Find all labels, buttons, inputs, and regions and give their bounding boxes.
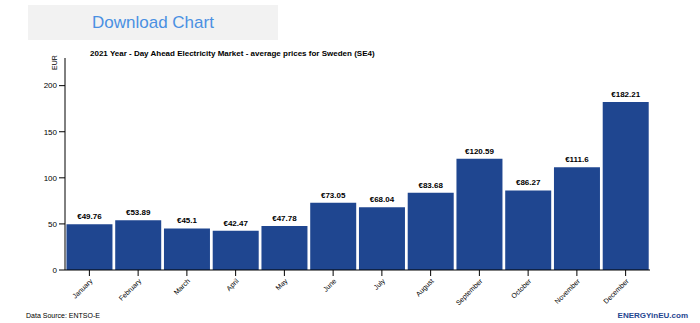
svg-text:€73.05: €73.05	[321, 191, 346, 200]
html-text:Download Chart: Download Chart	[92, 13, 214, 32]
svg-text:50: 50	[48, 220, 57, 229]
svg-text:September: September	[454, 277, 484, 307]
svg-text:October: October	[510, 277, 533, 300]
svg-text:€49.76: €49.76	[77, 212, 102, 221]
svg-text:July: July	[372, 277, 387, 292]
html-text:ENERGYinEU.com: ENERGYinEU.com	[617, 311, 688, 320]
svg-text:February: February	[118, 277, 144, 303]
html-text:2021 Year - Day Ahead Electric: 2021 Year - Day Ahead Electricity Market…	[90, 49, 375, 58]
svg-text:January: January	[71, 277, 95, 301]
svg-text:August: August	[414, 277, 435, 298]
svg-text:March: March	[172, 277, 191, 296]
svg-text:May: May	[274, 277, 289, 292]
svg-text:€86.27: €86.27	[516, 178, 541, 187]
svg-text:€83.68: €83.68	[418, 181, 443, 190]
svg-text:April: April	[225, 277, 241, 293]
svg-text:€68.04: €68.04	[370, 195, 395, 204]
svg-text:200: 200	[44, 81, 58, 90]
svg-text:€120.59: €120.59	[465, 147, 494, 156]
svg-text:0: 0	[53, 266, 58, 275]
svg-text:€42.47: €42.47	[223, 219, 248, 228]
svg-text:150: 150	[44, 128, 58, 137]
svg-text:€111.6: €111.6	[565, 155, 589, 164]
svg-text:100: 100	[44, 174, 58, 183]
svg-text:November: November	[553, 277, 581, 305]
svg-text:December: December	[602, 277, 630, 305]
html-text:Data Source: ENTSO-E: Data Source: ENTSO-E	[26, 312, 100, 319]
svg-text:€53.89: €53.89	[126, 208, 151, 217]
svg-text:€47.78: €47.78	[272, 214, 297, 223]
svg-text:June: June	[322, 277, 338, 293]
html-text:EUR: EUR	[51, 55, 58, 70]
svg-text:€45.1: €45.1	[177, 216, 198, 225]
svg-text:€182.21: €182.21	[611, 90, 640, 99]
